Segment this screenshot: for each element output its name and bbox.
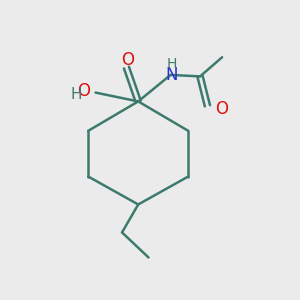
Text: H: H: [70, 87, 82, 102]
Text: N: N: [166, 66, 178, 84]
Text: O: O: [215, 100, 228, 118]
Text: O: O: [122, 51, 134, 69]
Text: O: O: [76, 82, 90, 100]
Text: H: H: [167, 57, 177, 71]
